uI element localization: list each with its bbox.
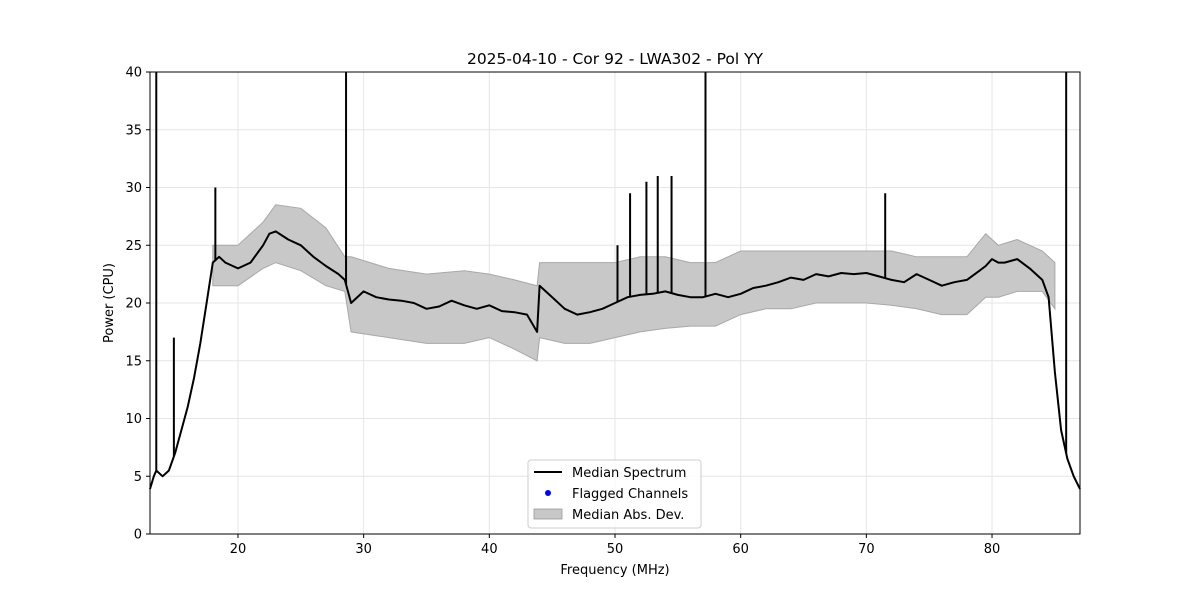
y-tick-label: 5 bbox=[134, 470, 142, 485]
y-tick-label: 40 bbox=[125, 66, 142, 81]
x-tick-label: 50 bbox=[607, 542, 624, 557]
y-tick-label: 10 bbox=[125, 412, 142, 427]
x-tick-label: 20 bbox=[230, 542, 247, 557]
legend-label-median-abs-dev: Median Abs. Dev. bbox=[572, 508, 684, 523]
x-tick-label: 60 bbox=[732, 542, 749, 557]
y-axis-ticks: 0 5 10 15 20 25 30 35 40 bbox=[125, 66, 150, 543]
chart-title: 2025-04-10 - Cor 92 - LWA302 - Pol YY bbox=[467, 50, 764, 68]
y-tick-label: 20 bbox=[125, 297, 142, 312]
y-tick-label: 30 bbox=[125, 181, 142, 196]
x-tick-label: 30 bbox=[355, 542, 372, 557]
legend-band-swatch bbox=[533, 508, 563, 520]
rfi-spikes-group bbox=[155, 72, 1068, 471]
y-tick-label: 15 bbox=[125, 354, 142, 369]
legend-box bbox=[527, 459, 702, 529]
median-abs-dev-band bbox=[212, 204, 1056, 362]
median-abs-dev-band-group bbox=[212, 204, 1056, 362]
x-axis-label: Frequency (MHz) bbox=[560, 563, 669, 578]
x-axis-ticks: 20 30 40 50 60 70 80 bbox=[230, 534, 1001, 557]
y-tick-label: 0 bbox=[134, 528, 142, 543]
legend-label-flagged-channels: Flagged Channels bbox=[572, 487, 688, 502]
x-tick-label: 40 bbox=[481, 542, 498, 557]
median-spectrum-group bbox=[149, 230, 1081, 490]
x-tick-label: 70 bbox=[858, 542, 875, 557]
y-axis-label: Power (CPU) bbox=[102, 263, 117, 343]
legend: Median Spectrum Flagged Channels Median … bbox=[527, 459, 702, 529]
legend-marker-swatch bbox=[545, 490, 551, 496]
y-tick-label: 25 bbox=[125, 239, 142, 254]
x-tick-label: 80 bbox=[984, 542, 1001, 557]
legend-label-median-spectrum: Median Spectrum bbox=[572, 466, 686, 481]
median-spectrum-line bbox=[149, 230, 1081, 490]
y-tick-label: 35 bbox=[125, 123, 142, 138]
